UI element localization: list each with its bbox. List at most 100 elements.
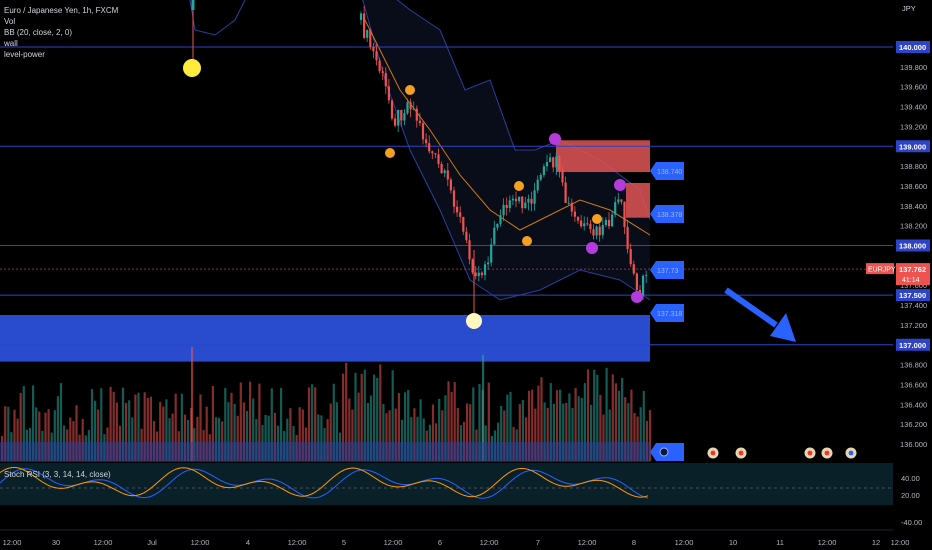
candle-body bbox=[418, 120, 421, 124]
price-tick: 136.200 bbox=[900, 420, 927, 429]
supply-zone bbox=[626, 182, 650, 218]
candle-body bbox=[545, 162, 549, 167]
volume-bar bbox=[469, 404, 472, 461]
volume-bar bbox=[543, 402, 546, 461]
level-label: 137.000 bbox=[899, 341, 926, 350]
candle-body bbox=[642, 275, 645, 296]
volume-bar bbox=[35, 407, 38, 461]
candle-body bbox=[561, 170, 564, 183]
volume-bar bbox=[466, 403, 469, 461]
orange-dot bbox=[385, 148, 395, 158]
volume-bar bbox=[354, 372, 357, 461]
volume-bar bbox=[252, 398, 255, 461]
volume-bar bbox=[97, 409, 100, 461]
level-tag-bg bbox=[650, 162, 684, 180]
time-tick: 12:00 bbox=[3, 538, 22, 547]
volume-bar bbox=[444, 395, 447, 461]
level-tag-text: 138.740 bbox=[657, 169, 682, 176]
volume-bar bbox=[419, 399, 422, 461]
demand-zone bbox=[0, 314, 650, 362]
volume-bar bbox=[131, 417, 134, 461]
candle-body bbox=[620, 199, 623, 202]
volume-bar bbox=[528, 390, 531, 461]
volume-bar bbox=[506, 394, 509, 461]
volume-bar bbox=[630, 389, 633, 461]
candle-body bbox=[549, 157, 552, 163]
price-tick: 139.600 bbox=[900, 83, 927, 92]
volume-bar bbox=[422, 418, 425, 461]
rsi-k-line bbox=[0, 468, 649, 499]
candle-body bbox=[611, 214, 614, 227]
candles[interactable] bbox=[191, 0, 648, 318]
volume-bar bbox=[633, 412, 636, 461]
volume-bar bbox=[224, 388, 227, 461]
volume-bar bbox=[44, 412, 47, 461]
time-tick: 12:00 bbox=[288, 538, 307, 547]
volume-bar bbox=[270, 388, 273, 461]
volume-bar bbox=[165, 399, 168, 461]
zones bbox=[0, 140, 650, 362]
level-tag: 137.318 bbox=[650, 304, 684, 322]
price-tick: 137.200 bbox=[900, 321, 927, 330]
time-tick: 12:00 bbox=[191, 538, 210, 547]
volume-bar bbox=[56, 396, 59, 461]
volume-bar bbox=[345, 362, 348, 461]
candle-body bbox=[440, 163, 443, 174]
volume-bar bbox=[472, 387, 475, 461]
candle-body bbox=[394, 118, 397, 126]
volume-bar bbox=[363, 369, 366, 461]
time-tick: 10 bbox=[729, 538, 737, 547]
candle-body bbox=[576, 216, 580, 221]
candle-body bbox=[592, 229, 595, 236]
volume-bar bbox=[264, 414, 267, 461]
purple-dot bbox=[614, 179, 626, 191]
countdown-label: 41:14 bbox=[902, 277, 920, 284]
event-icon-dot bbox=[738, 450, 744, 456]
level-tag: 138.740 bbox=[650, 162, 684, 180]
candle-body bbox=[614, 202, 617, 215]
candle-body bbox=[378, 60, 381, 72]
candle-body bbox=[499, 215, 502, 224]
price-tick: 138.200 bbox=[900, 222, 927, 231]
volume-bar bbox=[636, 416, 639, 461]
orange-dot bbox=[592, 214, 602, 224]
volume-bar bbox=[109, 386, 112, 461]
volume-bar bbox=[456, 408, 459, 461]
event-icon-dot bbox=[710, 450, 716, 456]
volume-bar bbox=[239, 382, 242, 461]
volume-bar bbox=[301, 409, 304, 461]
volume-bar bbox=[307, 387, 311, 461]
level-label: 137.500 bbox=[899, 291, 926, 300]
volume-bar bbox=[183, 414, 187, 461]
volume-bar bbox=[211, 385, 214, 461]
level-tag-text: 137.73 bbox=[657, 268, 679, 275]
volume-bar bbox=[611, 374, 614, 461]
volume-bar bbox=[19, 392, 22, 461]
volume-bar bbox=[94, 400, 97, 461]
legend-level-power: level-power bbox=[4, 50, 45, 59]
time-tick: 6 bbox=[438, 538, 442, 547]
volume-bar bbox=[112, 391, 115, 461]
candle-body bbox=[449, 179, 452, 191]
volume-bar bbox=[438, 398, 441, 461]
volume-bar bbox=[593, 369, 596, 461]
price-tick: 137.400 bbox=[900, 301, 927, 310]
stoch-rsi-pane bbox=[0, 463, 893, 505]
volume-bar bbox=[453, 382, 456, 461]
rsi-tick: 40.00 bbox=[901, 474, 920, 483]
level-label-bg bbox=[896, 239, 930, 252]
volume-bar bbox=[273, 412, 276, 461]
volume-bar bbox=[518, 404, 521, 461]
candle-body bbox=[573, 211, 576, 217]
candle-body bbox=[462, 216, 465, 232]
volume-bar bbox=[599, 394, 602, 461]
purple-dot bbox=[549, 133, 561, 145]
candle-body bbox=[425, 139, 428, 144]
volume-bar bbox=[242, 402, 245, 461]
level-tag: 137.73 bbox=[650, 261, 684, 279]
volume-bar bbox=[497, 422, 500, 461]
volume-bar bbox=[214, 417, 218, 461]
candle-body bbox=[390, 100, 394, 119]
candle-body bbox=[530, 198, 533, 204]
